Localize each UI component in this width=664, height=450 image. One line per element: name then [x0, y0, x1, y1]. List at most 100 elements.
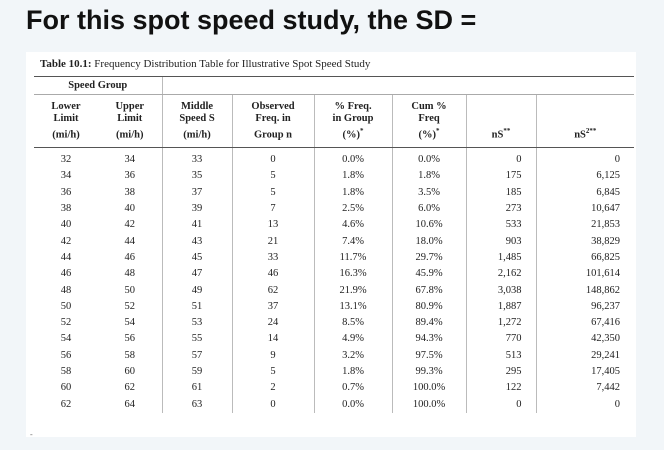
table-cell: 35	[161, 168, 233, 185]
table-cell: 16.3%	[313, 266, 393, 283]
column-header-line: (mi/h)	[183, 129, 211, 141]
table-cell: 148,862	[535, 282, 635, 299]
table-cell: 94.3%	[391, 331, 467, 348]
table-cell: 5	[231, 184, 315, 201]
column-header-line: (mi/h)	[52, 129, 80, 141]
table-cell: 18.0%	[391, 233, 467, 250]
table-cell: 96,237	[535, 298, 635, 315]
table-cell: 33	[231, 249, 315, 267]
table-cell: 2.5%	[313, 200, 393, 218]
table-cell: 44	[124, 235, 136, 247]
column-header-line: Freq	[418, 112, 440, 124]
table-row: 44 46 45 33 11.7% 29.7% 1,485 66,825	[34, 249, 635, 267]
table-cell: 40	[60, 219, 72, 231]
table-cell: 43	[161, 233, 233, 250]
table-cell: 44	[60, 251, 72, 263]
column-header-line: nS	[574, 129, 586, 141]
table-cell: 52	[60, 317, 72, 329]
table-cell: 99.3%	[391, 363, 467, 381]
table-cell: 10,647	[535, 200, 635, 218]
table-cell: 14	[231, 331, 315, 348]
table-cell: 4.9%	[313, 331, 393, 348]
table-cell: 13.1%	[313, 298, 393, 315]
column-header: Lower Limit (mi/h)	[34, 94, 98, 148]
table-cell: 21	[231, 233, 315, 250]
column-header-line: Freq. in	[255, 112, 291, 124]
table-cell: 38,829	[535, 233, 635, 250]
caption-text: Frequency Distribution Table for Illustr…	[91, 58, 371, 70]
table-cell: 97.5%	[391, 347, 467, 364]
table-cell: 39	[161, 200, 233, 218]
table-cell: 273	[465, 200, 537, 218]
column-header: Upper Limit (mi/h)	[98, 94, 163, 148]
table-row: 62 64 63 0 0.0% 100.0% 0 0	[34, 396, 635, 413]
table-caption: Table 10.1: Frequency Distribution Table…	[40, 58, 370, 70]
table-row: 52 54 53 24 8.5% 89.4% 1,272 67,416	[34, 314, 635, 332]
table-cell: 0.0%	[313, 147, 393, 169]
table-cell: 1,887	[465, 298, 537, 315]
table-cell: 60	[60, 382, 72, 394]
table-cell: 0	[231, 147, 315, 169]
column-header-line: (mi/h)	[116, 129, 144, 141]
table-cell: 45.9%	[391, 266, 467, 283]
table-cell: 29,241	[535, 347, 635, 364]
table-cell: 903	[465, 233, 537, 250]
table-cell: 0.7%	[313, 380, 393, 397]
table-cell: 100.0%	[391, 396, 467, 413]
column-header-row: Lower Limit (mi/h) Upper Limit (mi/h) Middle Sp…	[34, 94, 635, 148]
table-cell: 52	[124, 300, 136, 312]
table-row: 38 40 39 7 2.5% 6.0% 273 10,647	[34, 200, 635, 218]
table-cell: 1.8%	[391, 168, 467, 185]
table-cell: 2,162	[465, 266, 537, 283]
table-cell: 53	[161, 314, 233, 332]
table-cell: 3,038	[465, 282, 537, 299]
column-header-footnote: *	[436, 126, 440, 135]
table-row: 60 62 61 2 0.7% 100.0% 122 7,442	[34, 380, 635, 397]
table-cell: 1,272	[465, 314, 537, 332]
table-cell: 5	[231, 363, 315, 381]
table-cell: 80.9%	[391, 298, 467, 315]
table-cell: 29.7%	[391, 249, 467, 267]
column-header-line: Group n	[253, 129, 293, 141]
table-cell: 3.5%	[391, 184, 467, 201]
table-cell: 67.8%	[391, 282, 467, 299]
table-cell: 58	[124, 349, 136, 361]
table-cell: 89.4%	[391, 314, 467, 332]
table-cell: 101,614	[535, 266, 635, 283]
table-cell: 1.8%	[313, 363, 393, 381]
column-header-line: Observed	[251, 100, 295, 112]
table-cell: 57	[161, 347, 233, 364]
table-cell: 7	[231, 200, 315, 218]
table-cell: 0	[465, 396, 537, 413]
table-row: 54 56 55 14 4.9% 94.3% 770 42,350	[34, 331, 635, 348]
table-cell: 58	[60, 366, 72, 377]
table-cell: 1,485	[465, 249, 537, 267]
table-cell: 42	[124, 219, 136, 231]
table-cell: 38	[60, 203, 72, 215]
table-cell: 6,845	[535, 184, 635, 201]
column-header: nS**	[465, 94, 537, 148]
table-cell: 41	[161, 217, 233, 234]
table-row: 32 34 33 0 0.0% 0.0% 0 0	[34, 147, 635, 169]
table-cell: 59	[161, 363, 233, 381]
table-cell: 42,350	[535, 331, 635, 348]
table-cell: 7,442	[535, 380, 635, 397]
table-cell: 40	[124, 203, 136, 215]
table-cell: 49	[161, 282, 233, 299]
table-cell: 9	[231, 347, 315, 364]
table-cell: 100.0%	[391, 380, 467, 397]
table-cell: 6,125	[535, 168, 635, 185]
column-header-line: nS	[491, 129, 504, 141]
column-header-footnote: *	[360, 126, 364, 135]
table-cell: 48	[60, 284, 72, 296]
table-body: 32 34 33 0 0.0% 0.0% 0 0 34 36 35 5 1.8% 1.8% 175 6,125…	[34, 147, 635, 413]
table-cell: 50	[124, 284, 136, 296]
table-row: 40 42 41 13 4.6% 10.6% 533 21,853	[34, 217, 635, 234]
footnote-mark: -	[30, 430, 33, 439]
column-header-footnote: 2**	[585, 126, 597, 135]
column-header: Cum % Freq (%)*	[391, 94, 467, 148]
table-cell: 33	[161, 147, 233, 169]
table-cell: 4.6%	[313, 217, 393, 234]
column-header-line: Limit	[117, 112, 143, 124]
table-row: 56 58 57 9 3.2% 97.5% 513 29,241	[34, 347, 635, 364]
